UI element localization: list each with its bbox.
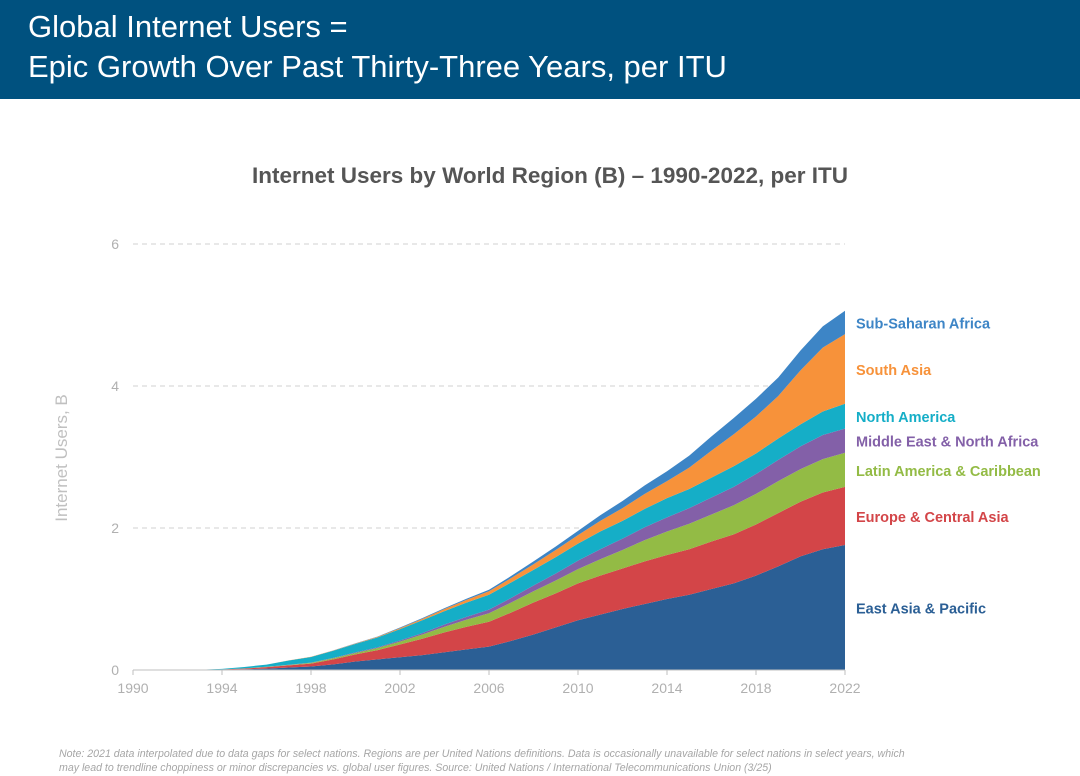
x-tick-label-2006: 2006 bbox=[473, 680, 504, 696]
legend-label-sub-saharan-africa: Sub-Saharan Africa bbox=[856, 316, 991, 332]
y-axis-label: Internet Users, B bbox=[52, 394, 71, 522]
chart-title: Internet Users by World Region (B) – 199… bbox=[252, 163, 848, 188]
y-tick-label-2: 2 bbox=[111, 520, 119, 536]
legend-label-middle-east-north-africa: Middle East & North Africa bbox=[856, 435, 1039, 451]
y-tick-label-4: 4 bbox=[111, 378, 119, 394]
x-tick-label-2014: 2014 bbox=[651, 680, 682, 696]
x-tick-label-2010: 2010 bbox=[562, 680, 593, 696]
x-tick-label-2022: 2022 bbox=[829, 680, 860, 696]
footnote: Note: 2021 data interpolated due to data… bbox=[59, 748, 1059, 775]
x-tick-label-1990: 1990 bbox=[117, 680, 148, 696]
legend-label-east-asia-pacific: East Asia & Pacific bbox=[856, 602, 986, 618]
slide-title-line-2: Epic Growth Over Past Thirty-Three Years… bbox=[28, 49, 727, 84]
legend-label-south-asia: South Asia bbox=[856, 363, 932, 379]
legend-label-north-america: North America bbox=[856, 410, 956, 426]
footnote-line-2: may lead to trendline choppiness or mino… bbox=[59, 761, 772, 774]
x-tick-label-2018: 2018 bbox=[740, 680, 771, 696]
x-tick-label-2002: 2002 bbox=[384, 680, 415, 696]
slide-header: Global Internet Users = Epic Growth Over… bbox=[0, 0, 1080, 99]
legend-label-europe-central-asia: Europe & Central Asia bbox=[856, 510, 1009, 526]
footnote-line-1: Note: 2021 data interpolated due to data… bbox=[59, 748, 905, 760]
slide-title-line-1: Global Internet Users = bbox=[28, 9, 348, 44]
area-east-asia-pacific bbox=[133, 545, 845, 670]
y-tick-label-6: 6 bbox=[111, 236, 119, 252]
area-europe-central-asia bbox=[133, 486, 845, 670]
legend-label-latin-america-caribbean: Latin America & Caribbean bbox=[856, 464, 1041, 480]
x-tick-label-1994: 1994 bbox=[206, 680, 237, 696]
y-tick-label-0: 0 bbox=[111, 662, 119, 678]
x-tick-label-1998: 1998 bbox=[295, 680, 326, 696]
